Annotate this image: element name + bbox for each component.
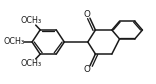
Text: OCH₃: OCH₃ [20,59,42,68]
Text: OCH₃: OCH₃ [20,16,42,25]
Text: OCH₃: OCH₃ [4,37,25,47]
Text: O: O [84,10,91,19]
Text: O: O [84,65,91,74]
